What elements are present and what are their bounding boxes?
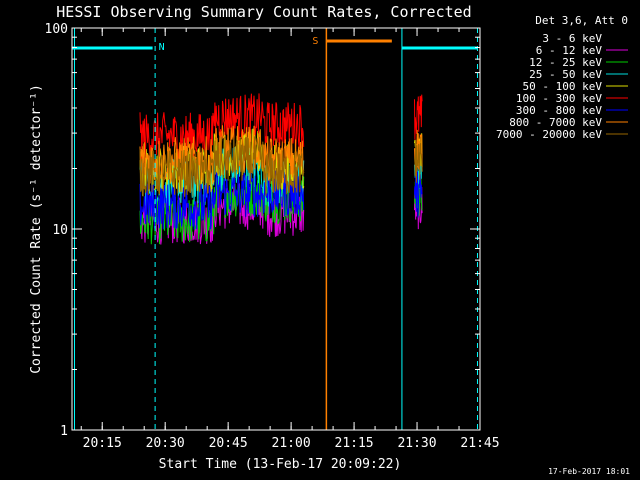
chart-title: HESSI Observing Summary Count Rates, Cor… [56,3,471,21]
axis-layer: 20:15 20:30 20:45 21:00 21:15 21:30 21:45 1 10 10… [45,22,500,451]
x-tick-label-4: 21:15 [335,436,374,451]
y-tick-label-0: 1 [60,424,68,439]
x-tick-label-0: 20:15 [83,436,122,451]
saa-label: S [312,36,318,47]
legend-label-2: 12 - 25 keV [529,56,602,69]
x-tick-label-2: 20:45 [209,436,248,451]
x-tick-label-1: 20:30 [146,436,185,451]
legend-label-5: 100 - 300 keV [516,92,602,105]
legend-label-8: 7000 - 20000 keV [496,128,602,141]
legend-header: Det 3,6, Att 0 [535,14,628,27]
y-axis-label: Corrected Count Rate (s⁻¹ detector⁻¹) [29,84,44,374]
legend-label-7: 800 - 7000 keV [509,116,602,129]
legend-label-1: 6 - 12 keV [536,44,603,57]
x-tick-label-3: 21:00 [272,436,311,451]
series-layer [139,88,423,245]
series-line-8-segment-1 [414,139,423,183]
y-tick-label-2: 100 [45,22,68,37]
legend-label-4: 50 - 100 keV [523,80,603,93]
y-tick-label-1: 10 [52,223,68,238]
legend-label-3: 25 - 50 keV [529,68,602,81]
series-line-8-segment-0 [139,136,305,197]
series-line-5-segment-1 [414,94,423,140]
x-tick-label-5: 21:30 [397,436,436,451]
legend-label-6: 300 - 800 keV [516,104,602,117]
series-line-1-segment-1 [414,182,423,230]
night-label: N [159,42,165,53]
series-line-4-segment-0 [139,128,305,193]
legend-label-0: 3 - 6 keV [542,32,602,45]
series-line-6-segment-1 [414,171,423,218]
x-tick-label-6: 21:45 [460,436,499,451]
footer-timestamp: 17-Feb-2017 18:01 [548,467,630,476]
x-axis-label: Start Time (13-Feb-17 20:09:22) [159,457,402,472]
series-line-6-segment-0 [139,169,305,230]
